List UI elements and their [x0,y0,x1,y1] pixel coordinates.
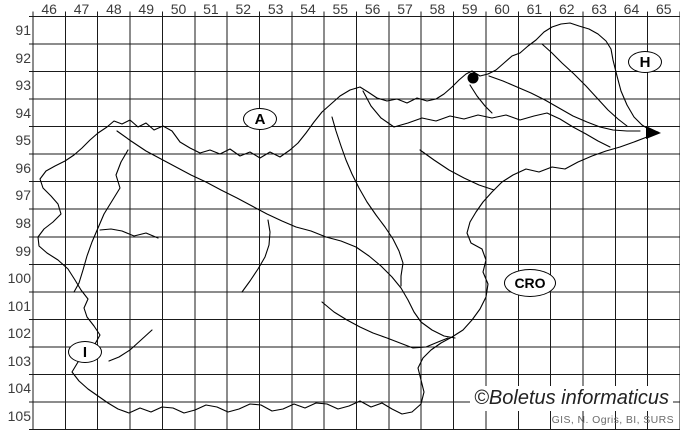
row-label-95: 95 [15,132,31,149]
col-label-63: 63 [591,1,607,17]
observation-dot [467,72,479,84]
country-label-croatia: CRO [504,269,556,297]
country-label-croatia-text: CRO [514,275,546,291]
row-label-96: 96 [15,159,31,176]
river [241,219,271,293]
col-label-49: 49 [138,1,155,17]
source-credit-text: GIS, N. Ogris, BI, SURS [551,414,674,426]
col-label-50: 50 [170,1,187,17]
col-label-57: 57 [397,1,413,17]
river [321,301,449,349]
col-label-54: 54 [300,1,316,17]
east-tip-arrow [646,126,661,139]
col-label-56: 56 [364,1,381,17]
col-label-65: 65 [656,1,672,17]
river [541,43,628,127]
row-label-105: 105 [7,407,31,424]
row-label-94: 94 [15,104,31,121]
col-label-62: 62 [558,1,575,17]
col-label-59: 59 [461,1,478,17]
river [362,90,611,148]
col-label-61: 61 [526,1,543,17]
row-label-91: 91 [15,22,31,39]
river [469,84,493,114]
row-label-103: 103 [7,352,31,369]
country-label-austria: A [243,108,277,130]
col-label-60: 60 [494,1,510,17]
country-label-austria-text: A [254,110,266,128]
row-label-99: 99 [15,242,31,259]
watermark-text: ©Boletus informaticus [470,386,673,411]
country-label-hungary-text: H [639,53,651,71]
river [331,116,404,287]
river [108,329,153,362]
river [99,228,159,239]
col-label-51: 51 [203,1,219,17]
row-label-101: 101 [7,297,31,314]
row-label-93: 93 [15,77,31,94]
row-label-104: 104 [7,380,31,397]
col-label-55: 55 [332,1,349,17]
col-label-58: 58 [429,1,446,17]
col-label-64: 64 [623,1,640,17]
country-label-italy-text: I [82,343,88,361]
country-label-italy: I [68,341,102,363]
river [73,149,129,293]
col-label-52: 52 [235,1,252,17]
row-label-92: 92 [15,49,31,66]
row-label-100: 100 [7,270,31,287]
slovenia-border [37,22,659,415]
col-label-47: 47 [73,1,90,17]
col-label-46: 46 [41,1,57,17]
river [419,149,495,191]
river [116,130,456,339]
row-label-102: 102 [7,325,31,342]
col-label-48: 48 [106,1,122,17]
row-label-98: 98 [15,214,31,231]
row-label-97: 97 [15,187,31,204]
river [488,75,641,132]
country-label-hungary: H [628,51,662,73]
col-label-53: 53 [267,1,284,17]
